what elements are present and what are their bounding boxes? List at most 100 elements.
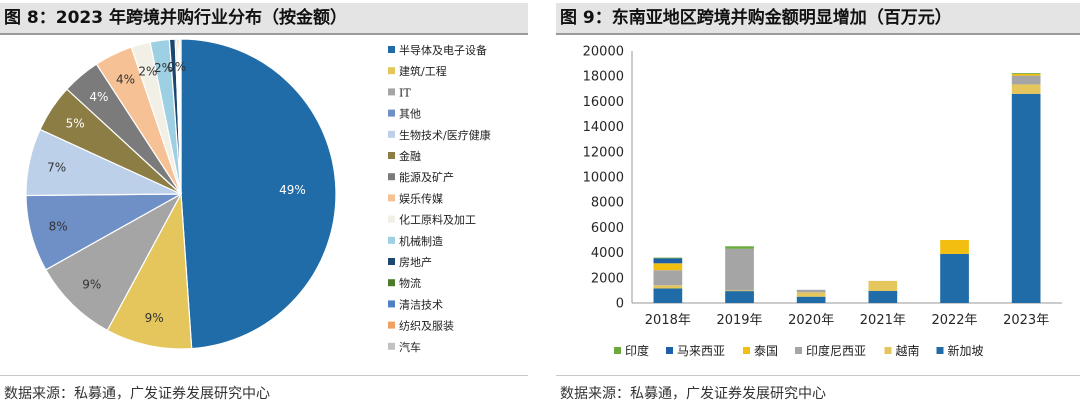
legend-entry: 新加坡 (948, 343, 984, 358)
legend-swatch (936, 347, 944, 354)
pie-data-label: 7% (47, 161, 66, 175)
pie-data-label: 4% (116, 73, 135, 87)
bar-segment (796, 289, 826, 293)
legend-entry: 纺织及服装 (399, 319, 454, 333)
legend-entry: 印度尼西亚 (806, 343, 866, 358)
bar-segment (796, 296, 826, 303)
legend-swatch (388, 152, 395, 159)
bar-segment (1011, 84, 1041, 94)
bar-segment (725, 291, 754, 303)
y-tick-label: 12000 (583, 145, 624, 160)
bar-panel: 图 9：东南亚地区跨境并购金额明显增加（百万元） 0 2000 4000 6000 80… (556, 0, 1080, 408)
bar-segment (653, 288, 683, 303)
pie-slice (180, 38, 337, 350)
y-tick-label: 14000 (583, 120, 624, 135)
bar-source-note: 数据来源：私募通，广发证券发展研究中心 (560, 386, 826, 402)
legend-entry: 汽车 (399, 340, 421, 354)
x-tick-label: 2019年 (716, 313, 762, 328)
legend-swatch (743, 347, 750, 354)
legend-swatch (388, 88, 395, 96)
legend-entry: 娱乐传媒 (399, 191, 443, 205)
pie-data-label: 9% (82, 278, 101, 292)
y-tick-label: 8000 (591, 196, 624, 211)
legend-swatch (388, 258, 395, 265)
pie-data-label: 49% (279, 183, 306, 197)
bar-segment (653, 270, 683, 286)
bar-segment (868, 280, 898, 291)
legend-entry: 能源及矿产 (399, 170, 454, 184)
legend-entry: 其他 (399, 108, 421, 121)
pie-data-label: 9% (145, 311, 164, 325)
legend-swatch (884, 347, 892, 354)
x-tick-label: 2018年 (645, 313, 691, 328)
legend-swatch (388, 215, 395, 223)
legend-entry: 化工原料及加工 (399, 213, 476, 227)
pie-chart: 49%9%9%8%7%5%4%4%2%2%0%半导体及电子设备建筑/工程IT其他… (25, 38, 491, 354)
bar-segment (1011, 93, 1041, 303)
y-tick-label: 4000 (591, 246, 624, 261)
y-tick-label: 10000 (583, 171, 624, 186)
pie-slice (178, 38, 182, 195)
stacked-bar-chart: 0 2000 4000 6000 8000 10000 12000 14000 16000 180… (583, 45, 1062, 358)
title-divider (556, 33, 1080, 35)
y-tick-label: 18000 (583, 70, 624, 85)
bar-segment (940, 240, 969, 254)
bar-segment (1011, 73, 1041, 74)
bar-segment (653, 257, 683, 259)
legend-entry: 马来西亚 (677, 344, 725, 358)
bar-segment (653, 263, 683, 271)
bar-chart-title: 图 9：东南亚地区跨境并购金额明显增加（百万元） (556, 3, 1080, 33)
bar-segment (653, 258, 683, 264)
legend-entry: IT (399, 86, 411, 99)
legend-swatch (388, 236, 395, 244)
legend-entry: 印度 (625, 343, 649, 358)
legend-entry: 建筑/工程 (399, 64, 447, 78)
source-divider (0, 375, 528, 376)
pie-data-label: 2% (138, 64, 157, 78)
legend-swatch (388, 342, 395, 350)
pie-data-label: 0% (167, 60, 186, 74)
title-divider (0, 33, 528, 35)
legend-swatch (388, 194, 395, 202)
pie-slice (106, 191, 193, 350)
bar-segment (725, 290, 754, 292)
bar-segment (1011, 75, 1041, 85)
legend-swatch (388, 279, 395, 287)
legend-swatch (388, 173, 395, 181)
legend-swatch (666, 347, 673, 354)
bar-segment (725, 248, 754, 291)
legend-swatch (795, 347, 802, 354)
y-tick-label: 6000 (591, 221, 624, 236)
legend-entry: 生物技术/医疗健康 (399, 128, 491, 142)
pie-data-label: 8% (49, 220, 68, 234)
legend-swatch (388, 67, 395, 75)
bar-segment (1011, 73, 1041, 76)
y-tick-label: 2000 (591, 271, 624, 286)
bar-segment (653, 285, 683, 289)
pie-slice (44, 192, 183, 332)
legend-entry: 越南 (896, 343, 920, 358)
legend-entry: 房地产 (399, 255, 432, 269)
pie-data-label: 2% (154, 61, 173, 75)
bar-segment (940, 253, 969, 303)
y-tick-label: 20000 (583, 45, 624, 60)
legend-swatch (388, 109, 395, 117)
y-tick-label: 16000 (583, 95, 624, 110)
bar-segment (796, 292, 826, 297)
bar-segment (725, 246, 754, 249)
legend-entry: 半导体及电子设备 (399, 43, 487, 57)
pie-source-note: 数据来源：私募通，广发证券发展研究中心 (4, 386, 270, 402)
pie-panel: 图 8：2023 年跨境并购行业分布（按金额） 49% 9% 9% 8% 7% 5% 4% 4… (0, 0, 528, 408)
x-tick-label: 2023年 (1003, 313, 1049, 328)
legend-swatch (388, 46, 395, 53)
x-tick-label: 2020年 (788, 313, 834, 328)
legend-swatch (388, 130, 395, 138)
x-tick-label: 2022年 (931, 313, 977, 328)
pie-chart-title: 图 8：2023 年跨境并购行业分布（按金额） (0, 3, 528, 33)
y-tick-label: 0 (616, 297, 624, 312)
source-divider (556, 375, 1080, 376)
legend-swatch (388, 300, 395, 308)
x-tick-label: 2021年 (860, 313, 906, 328)
legend-swatch (614, 347, 621, 354)
bar-segment (868, 291, 898, 303)
